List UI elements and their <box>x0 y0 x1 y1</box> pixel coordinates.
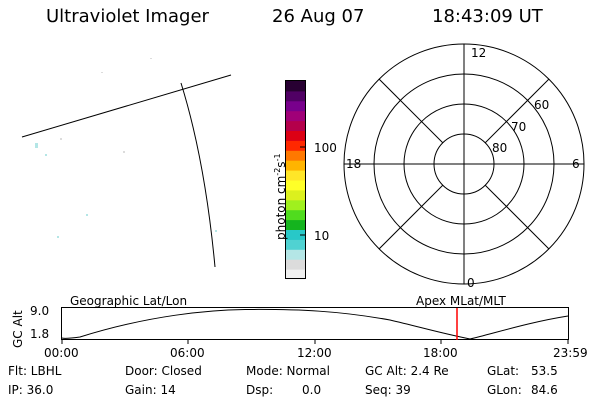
door-status: Door: Closed <box>125 364 202 378</box>
colorbar-cell <box>286 239 305 250</box>
polar-label-70: 70 <box>511 120 526 134</box>
geographic-image-panel <box>21 58 232 268</box>
polar-label-60: 60 <box>534 98 549 112</box>
colorbar-cell <box>286 269 305 280</box>
mode-status: Mode: Normal <box>246 364 330 378</box>
colorbar-cell <box>286 130 305 141</box>
time-tick-1200: 12:00 <box>297 346 332 360</box>
polar-label-12: 12 <box>471 46 486 60</box>
colorbar-tick-10: 10 <box>314 229 330 243</box>
glat-value: 53.5 <box>531 364 558 378</box>
colorbar-cell <box>286 229 305 240</box>
instrument-title: Ultraviolet Imager <box>46 6 209 27</box>
ip-status: IP: 36.0 <box>8 383 54 397</box>
altplot-left-title: Geographic Lat/Lon <box>70 294 188 308</box>
glat-label: GLat: <box>487 364 520 378</box>
data-speck <box>150 58 152 59</box>
data-speck <box>45 154 47 156</box>
polar-label-6: 6 <box>572 157 580 171</box>
glon-value: 84.6 <box>531 383 558 397</box>
time-tick-0000: 00:00 <box>44 346 79 360</box>
polar-label-18: 18 <box>346 157 361 171</box>
colorbar-cell <box>286 189 305 201</box>
colorbar-cell <box>286 100 305 112</box>
colorbar-cell <box>286 170 305 181</box>
data-speck <box>60 138 62 140</box>
colorbar-cell <box>286 209 305 221</box>
altplot-right-title: Apex MLat/MLT <box>416 294 506 308</box>
observation-time: 18:43:09 UT <box>432 6 543 27</box>
colorbar-cell <box>286 110 305 122</box>
polar-label-0: 0 <box>467 276 475 290</box>
colorbar-cell <box>286 150 305 161</box>
time-tick-0600: 06:00 <box>170 346 205 360</box>
seq-status: Seq: 39 <box>365 383 411 397</box>
colorbar-cell <box>286 199 305 211</box>
lon-grid-line <box>180 82 216 268</box>
colorbar-cell <box>286 249 305 260</box>
data-speck <box>101 72 103 73</box>
colorbar-cell <box>286 160 305 171</box>
data-speck <box>57 236 59 238</box>
colorbar-tick-100: 100 <box>314 141 337 155</box>
colorbar-cell <box>286 81 305 92</box>
data-speck <box>215 230 217 232</box>
polar-diagonal <box>378 78 444 144</box>
data-speck <box>123 151 125 153</box>
data-speck <box>86 214 88 216</box>
polar-label-80: 80 <box>492 141 507 155</box>
colorbar-cell <box>286 120 305 131</box>
orbit-altitude-curve <box>61 308 569 340</box>
colorbar-cell <box>286 219 305 230</box>
dsp-label: Dsp: <box>246 383 274 397</box>
altplot-y-low: 1.8 <box>30 327 50 341</box>
polar-plot: 12 0 18 6 60 70 80 <box>343 43 585 290</box>
color-scale-bar <box>285 80 306 280</box>
colorbar-cell <box>286 90 305 102</box>
dsp-value: 0.0 <box>302 383 322 397</box>
gain-status: Gain: 14 <box>125 383 176 397</box>
colorbar-unit-label: photon cm-2s-1 <box>273 153 288 240</box>
colorbar-cell <box>286 180 305 191</box>
altplot-y-high: 9.0 <box>30 304 50 318</box>
gc-altitude-status: GC Alt: 2.4 Re <box>365 364 449 378</box>
time-tick-2359: 23:59 <box>553 346 588 360</box>
time-tick-1800: 18:00 <box>423 346 458 360</box>
colorbar-cell <box>286 259 305 270</box>
polar-diagonal <box>378 184 444 250</box>
polar-diagonal <box>484 78 550 144</box>
glon-label: GLon: <box>487 383 522 397</box>
filter-status: Flt: LBHL <box>8 364 62 378</box>
observation-date: 26 Aug 07 <box>272 6 365 27</box>
lat-grid-line <box>21 74 232 138</box>
orbit-altitude-plot <box>61 307 569 344</box>
data-speck <box>35 143 38 148</box>
polar-diagonal <box>484 184 550 250</box>
colorbar-cell <box>286 140 305 151</box>
